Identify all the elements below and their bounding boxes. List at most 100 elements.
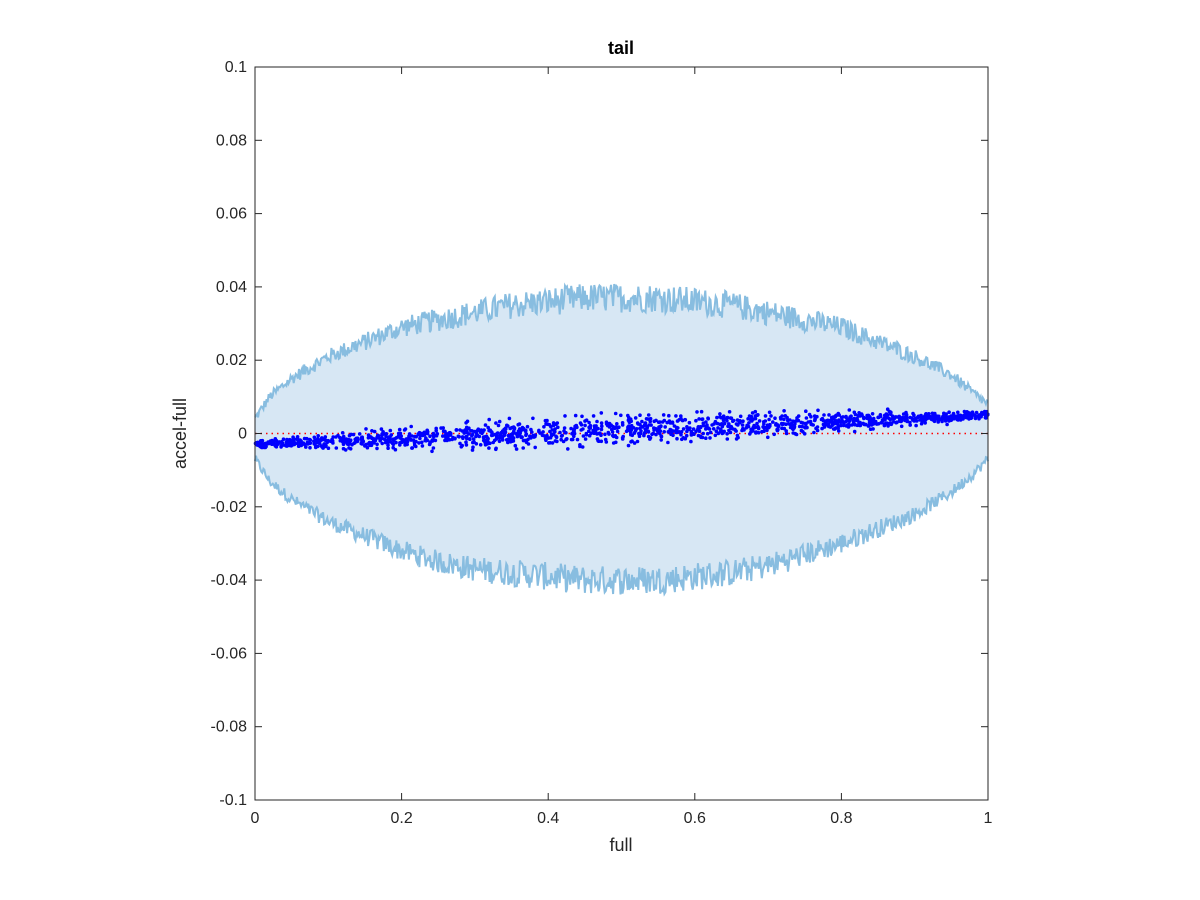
scatter-point xyxy=(397,433,401,438)
scatter-point xyxy=(803,425,807,430)
scatter-point xyxy=(375,442,379,447)
scatter-point xyxy=(887,416,891,421)
scatter-point xyxy=(513,443,518,448)
scatter-point xyxy=(899,424,904,429)
scatter-point xyxy=(299,443,303,448)
scatter-point xyxy=(394,440,398,445)
scatter-point xyxy=(363,444,367,448)
scatter-point xyxy=(776,424,781,428)
scatter-point xyxy=(472,440,476,444)
scatter-point xyxy=(549,432,554,436)
scatter-point xyxy=(506,440,510,445)
scatter-point xyxy=(414,434,419,439)
scatter-point xyxy=(704,436,708,441)
scatter-point xyxy=(580,445,585,449)
scatter-point xyxy=(563,430,568,435)
scatter-point xyxy=(558,430,562,435)
scatter-point xyxy=(570,437,575,442)
scatter-point xyxy=(768,424,772,428)
scatter-point xyxy=(451,435,455,440)
scatter-point xyxy=(381,430,385,434)
scatter-point xyxy=(260,438,265,443)
scatter-point xyxy=(357,432,362,436)
scatter-point xyxy=(697,429,702,434)
scatter-point xyxy=(389,433,394,437)
scatter-point xyxy=(409,424,414,429)
scatter-point xyxy=(708,436,712,440)
scatter-point xyxy=(643,430,648,434)
scatter-point xyxy=(542,425,546,429)
scatter-point xyxy=(306,442,310,446)
scatter-point xyxy=(638,413,642,418)
scatter-point xyxy=(812,430,816,435)
scatter-point xyxy=(471,437,476,441)
scatter-point xyxy=(638,426,642,431)
scatter-point xyxy=(948,416,953,420)
scatter-point xyxy=(391,437,396,442)
scatter-point xyxy=(784,422,788,427)
scatter-point xyxy=(822,413,826,417)
scatter-point xyxy=(340,431,345,435)
scatter-point xyxy=(614,435,619,440)
scatter-point xyxy=(773,416,777,421)
scatter-point xyxy=(507,416,512,421)
scatter-point xyxy=(646,429,650,434)
scatter-point xyxy=(632,441,637,445)
scatter-point xyxy=(958,418,963,422)
scatter-point xyxy=(603,437,608,442)
scatter-point xyxy=(545,418,549,423)
scatter-point xyxy=(537,429,541,434)
scatter-point xyxy=(427,442,432,447)
scatter-point xyxy=(752,424,756,428)
scatter-point xyxy=(483,440,487,445)
scatter-point xyxy=(889,422,894,426)
scatter-point xyxy=(540,433,545,438)
x-tick-label: 0.6 xyxy=(684,810,706,827)
scatter-point xyxy=(945,422,949,427)
scatter-point xyxy=(799,420,804,425)
scatter-point xyxy=(870,420,874,425)
scatter-point xyxy=(419,431,424,436)
scatter-point xyxy=(510,438,515,443)
scatter-point xyxy=(458,441,462,446)
scatter-point xyxy=(713,433,718,438)
scatter-point xyxy=(841,415,845,419)
scatter-point xyxy=(706,426,710,430)
scatter-point xyxy=(675,436,679,441)
scatter-point xyxy=(441,434,445,438)
scatter-point xyxy=(611,424,615,429)
y-tick-label: -0.04 xyxy=(211,572,248,589)
scatter-point xyxy=(663,425,667,429)
scatter-point xyxy=(578,444,582,449)
scatter-point xyxy=(607,421,612,426)
scatter-point xyxy=(695,410,699,414)
scatter-point xyxy=(924,412,928,416)
scatter-point xyxy=(295,437,300,441)
scatter-point xyxy=(422,433,427,437)
scatter-point xyxy=(725,437,730,441)
scatter-point xyxy=(679,432,683,437)
scatter-point xyxy=(482,428,486,432)
scatter-point xyxy=(425,431,430,436)
scatter-point xyxy=(361,439,366,444)
scatter-point xyxy=(900,415,905,420)
scatter-point xyxy=(708,430,713,435)
scatter-point xyxy=(788,422,792,427)
scatter-point xyxy=(407,432,412,436)
scatter-point xyxy=(587,420,591,425)
scatter-point xyxy=(312,435,317,440)
scatter-point xyxy=(812,418,817,423)
scatter-point xyxy=(382,437,387,442)
scatter-point xyxy=(435,432,440,436)
scatter-point xyxy=(932,415,936,419)
scatter-point xyxy=(815,428,820,433)
scatter-point xyxy=(600,424,604,429)
scatter-point xyxy=(646,434,651,439)
scatter-point xyxy=(870,412,875,416)
scatter-point xyxy=(683,418,688,422)
scatter-point xyxy=(748,417,753,422)
scatter-point xyxy=(491,433,495,437)
scatter-point xyxy=(867,420,872,425)
scatter-point xyxy=(551,421,556,425)
